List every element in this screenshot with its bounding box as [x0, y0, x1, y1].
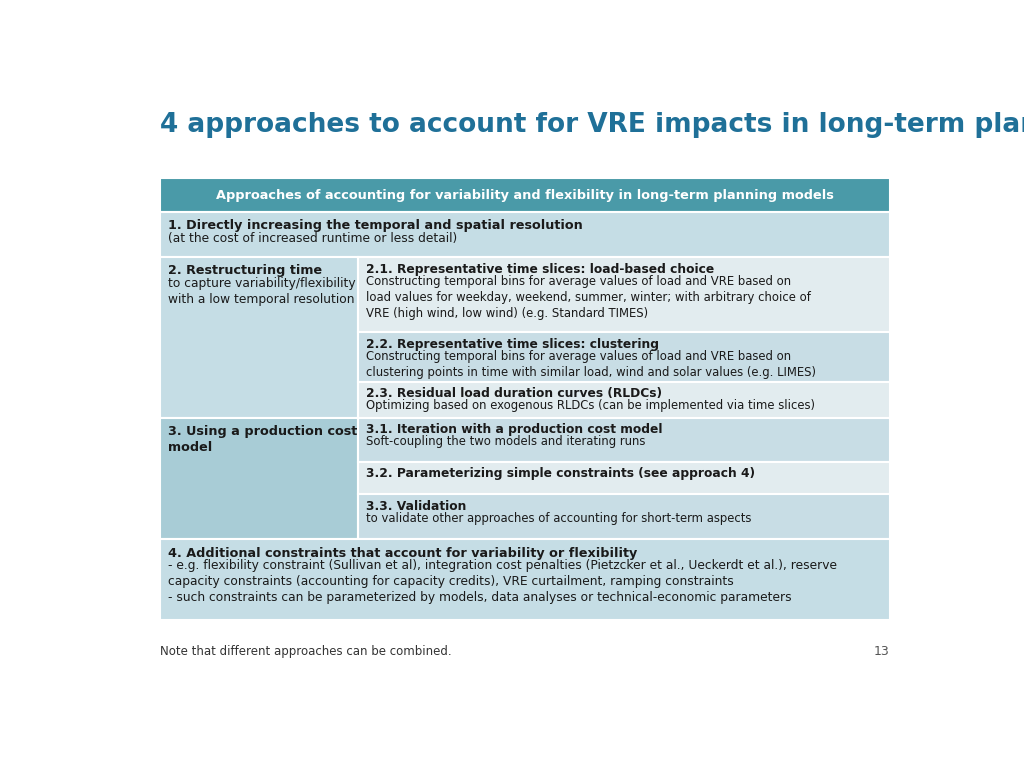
Text: 2.3. Residual load duration curves (RLDCs): 2.3. Residual load duration curves (RLDC…	[367, 387, 663, 400]
Text: Soft-coupling the two models and iterating runs: Soft-coupling the two models and iterati…	[367, 435, 646, 449]
Bar	[358, 495, 890, 539]
Text: 4. Additional constraints that account for variability or flexibility: 4. Additional constraints that account f…	[168, 547, 637, 560]
Text: 3. Using a production cost
model: 3. Using a production cost model	[168, 425, 357, 454]
Bar	[358, 418, 890, 462]
Text: 3.3. Validation: 3.3. Validation	[367, 500, 467, 513]
Text: - e.g. flexibility constraint (Sullivan et al), integration cost penalties (Piet: - e.g. flexibility constraint (Sullivan …	[168, 559, 837, 604]
Text: 3.2. Parameterizing simple constraints (see approach 4): 3.2. Parameterizing simple constraints (…	[367, 467, 756, 480]
Bar	[160, 257, 358, 418]
Text: Constructing temporal bins for average values of load and VRE based on
load valu: Constructing temporal bins for average v…	[367, 275, 811, 319]
Text: (at the cost of increased runtime or less detail): (at the cost of increased runtime or les…	[168, 232, 457, 245]
Bar	[358, 462, 890, 495]
Text: 2. Restructuring time: 2. Restructuring time	[168, 264, 322, 277]
Text: Approaches of accounting for variability and flexibility in long-term planning m: Approaches of accounting for variability…	[216, 189, 834, 201]
Text: Optimizing based on exogenous RLDCs (can be implemented via time slices): Optimizing based on exogenous RLDCs (can…	[367, 399, 815, 412]
Text: to validate other approaches of accounting for short-term aspects: to validate other approaches of accounti…	[367, 512, 752, 525]
Bar	[160, 212, 890, 257]
Text: 13: 13	[874, 644, 890, 657]
Bar	[160, 178, 890, 212]
Text: Constructing temporal bins for average values of load and VRE based on
clusterin: Constructing temporal bins for average v…	[367, 350, 816, 379]
Bar	[358, 333, 890, 382]
Bar	[358, 257, 890, 333]
Text: 1. Directly increasing the temporal and spatial resolution: 1. Directly increasing the temporal and …	[168, 220, 583, 232]
Bar	[358, 382, 890, 418]
Text: 2.1. Representative time slices: load-based choice: 2.1. Representative time slices: load-ba…	[367, 263, 715, 276]
Bar	[160, 539, 890, 620]
Text: 2.2. Representative time slices: clustering: 2.2. Representative time slices: cluster…	[367, 338, 659, 351]
Text: to capture variability/flexibility
with a low temporal resolution: to capture variability/flexibility with …	[168, 277, 355, 306]
Text: 4 approaches to account for VRE impacts in long-term planning models: 4 approaches to account for VRE impacts …	[160, 111, 1024, 137]
Text: Note that different approaches can be combined.: Note that different approaches can be co…	[160, 644, 452, 657]
Bar	[160, 418, 358, 539]
Text: 3.1. Iteration with a production cost model: 3.1. Iteration with a production cost mo…	[367, 423, 663, 436]
